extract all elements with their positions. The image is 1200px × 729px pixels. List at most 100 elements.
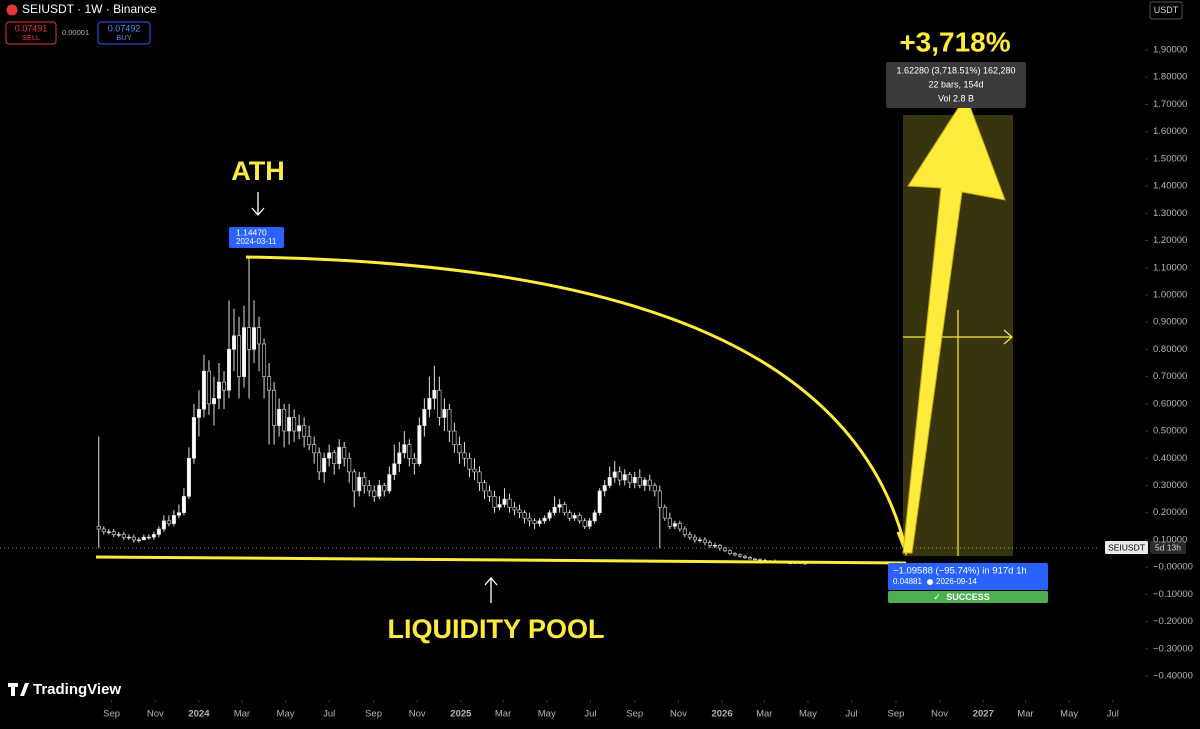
x-tick-label: Jul <box>584 709 596 720</box>
candle-body <box>402 444 407 454</box>
sell-button[interactable] <box>5 21 57 45</box>
big-arrow <box>902 94 1006 554</box>
candle-body <box>712 545 717 547</box>
candle-body <box>647 479 652 486</box>
candle-body <box>512 506 517 511</box>
brand: TradingView <box>33 681 121 698</box>
candle-body <box>317 452 322 473</box>
candle-body <box>497 504 502 508</box>
measure-text: 1.62280 (3,718.51%) 162,280 <box>896 65 1015 75</box>
candle-body <box>382 485 387 492</box>
candle-body <box>232 335 237 350</box>
candle-body <box>752 558 757 561</box>
candle-body <box>297 425 302 432</box>
buy-button[interactable] <box>97 21 151 45</box>
y-tick-label: 1.20000 <box>1153 235 1187 246</box>
x-tick-label: May <box>277 709 295 720</box>
candle-body <box>257 327 262 345</box>
candle-body <box>287 417 292 432</box>
x-tick-label: Jul <box>1107 709 1119 720</box>
candle-body <box>106 531 111 533</box>
x-tick-label: May <box>799 709 817 720</box>
countdown-text: 5d 13h <box>1155 542 1181 552</box>
y-tick-label: 0.80000 <box>1153 344 1187 355</box>
price-tag-text: SEIUSDT <box>1108 542 1145 552</box>
candle-body <box>437 389 442 418</box>
candle-body <box>487 490 492 497</box>
candle-body <box>667 517 672 527</box>
candle-body <box>221 381 226 391</box>
ath-date: 2024-03-11 <box>236 237 277 246</box>
candle-body <box>612 471 617 478</box>
candle-body <box>702 539 707 543</box>
candle-body <box>347 457 352 473</box>
symbol-icon <box>6 4 18 16</box>
candle-body <box>477 471 482 484</box>
candle-body <box>537 520 542 524</box>
y-tick-label: −0.40000 <box>1153 671 1193 682</box>
x-tick-label: Sep <box>103 709 120 720</box>
candle-body <box>242 327 247 377</box>
candle-body <box>327 452 332 459</box>
candle-body <box>482 482 487 492</box>
candle-body <box>562 504 567 513</box>
candle-body <box>747 557 752 560</box>
x-tick-label: Mar <box>234 709 250 720</box>
candle-body <box>116 534 121 536</box>
candle-body <box>302 425 307 437</box>
candle-body <box>407 444 412 459</box>
sell-label[interactable]: SELL <box>22 33 40 42</box>
candle-body <box>607 477 612 486</box>
candle-body <box>682 528 687 535</box>
x-tick-label: 2026 <box>711 709 732 720</box>
candle-body <box>692 536 697 541</box>
candle-body <box>467 457 472 470</box>
candle-body <box>277 408 282 426</box>
y-tick-label: 1.10000 <box>1153 262 1187 273</box>
x-tick-label: Mar <box>1017 709 1033 720</box>
y-tick-label: −0.10000 <box>1153 589 1193 600</box>
candle-body <box>151 534 156 538</box>
candle-body <box>687 534 692 538</box>
y-tick-label: 0.70000 <box>1153 371 1187 382</box>
candle-body <box>637 477 642 486</box>
measure-text: 22 bars, 154d <box>928 79 983 89</box>
candle-body <box>342 447 347 459</box>
currency-button[interactable] <box>1149 1 1183 20</box>
brand-logo <box>8 683 29 696</box>
candle-body <box>397 452 402 465</box>
symbol-title[interactable]: SEIUSDT · 1W · Binance <box>22 2 157 16</box>
candle-body <box>282 408 287 432</box>
x-tick-label: Nov <box>670 709 687 720</box>
gain-label: +3,718% <box>899 26 1010 57</box>
sell-price[interactable]: 0.07491 <box>15 23 48 33</box>
buy-price[interactable]: 0.07492 <box>108 23 141 33</box>
candle-body <box>156 528 161 535</box>
countdown-tag <box>1150 541 1186 554</box>
candle-body <box>697 539 702 542</box>
candle-body <box>457 444 462 454</box>
price-tag <box>1105 541 1148 554</box>
candle-body <box>227 349 232 391</box>
candle-body <box>502 498 507 505</box>
candle-body <box>642 479 647 486</box>
candle-body <box>732 553 737 556</box>
pool-arrowhead <box>484 577 498 586</box>
candle-body <box>422 408 427 426</box>
drop-text: −1.09588 (−95.74%) in 917d 1h <box>893 566 1027 577</box>
candle-body <box>96 526 101 530</box>
measure-arrowhead <box>1003 329 1013 345</box>
x-tick-label: Jul <box>323 709 335 720</box>
y-tick-label: 0.60000 <box>1153 398 1187 409</box>
candle-body <box>247 327 252 350</box>
currency-text[interactable]: USDT <box>1154 5 1179 15</box>
candle-body <box>737 554 742 557</box>
ath-price: 1.14470 <box>236 227 267 237</box>
buy-label[interactable]: BUY <box>116 33 131 42</box>
candle-body <box>462 452 467 459</box>
candle-body <box>141 536 146 541</box>
y-tick-label: −0.00000 <box>1153 562 1193 573</box>
candle-body <box>307 436 312 445</box>
